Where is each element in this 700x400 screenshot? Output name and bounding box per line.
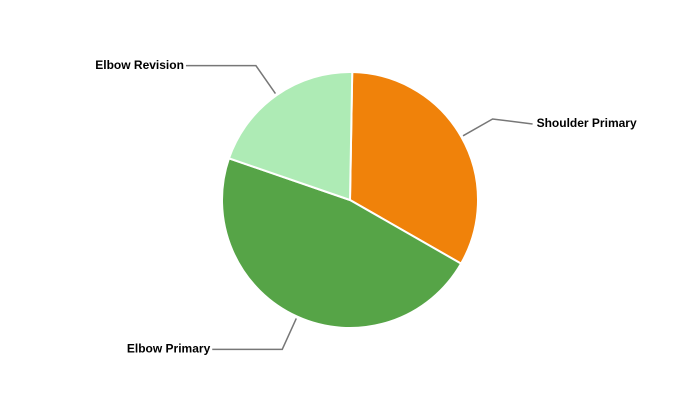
pie-slice — [348, 71, 479, 265]
leader-line — [212, 318, 297, 351]
leader-line — [462, 118, 533, 137]
leader-line — [185, 64, 277, 94]
pie-slice — [221, 157, 463, 329]
slice-label: Shoulder Primary — [537, 116, 637, 130]
slice-label: Elbow Revision — [95, 58, 184, 72]
slice-label: Elbow Primary — [127, 342, 211, 356]
pie-slice — [227, 71, 354, 202]
